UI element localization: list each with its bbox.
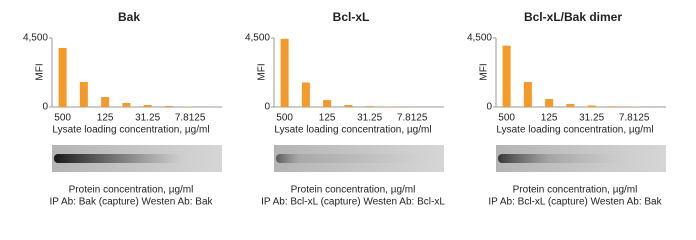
blot-band — [54, 154, 182, 163]
chart-title: Bcl-xL — [333, 10, 370, 24]
x-axis-label: Lysate loading concentration, µg/ml — [496, 125, 653, 136]
blot-band — [498, 154, 626, 163]
bar — [608, 106, 617, 107]
bar — [587, 105, 596, 107]
bar — [79, 82, 88, 107]
x-axis-label: Lysate loading concentration, µg/ml — [274, 125, 431, 136]
y-axis-label: MFI — [257, 63, 268, 80]
x-tick-label: 125 — [97, 113, 114, 124]
y-tick-label: 4,500 — [467, 33, 492, 44]
bar — [301, 82, 310, 107]
bar — [502, 45, 511, 107]
y-tick-label: 4,500 — [245, 33, 270, 44]
bar — [164, 106, 173, 107]
y-axis-label: MFI — [35, 63, 46, 80]
x-axis-label: Lysate loading concentration, µg/ml — [52, 125, 209, 136]
caption: Protein concentration, µg/ml — [69, 185, 194, 196]
bar — [566, 103, 575, 107]
x-tick-label: 7.8125 — [397, 113, 428, 124]
bar — [323, 100, 332, 107]
y-axis-label: MFI — [479, 63, 490, 80]
x-tick-label: 31.25 — [135, 113, 160, 124]
x-tick-label: 125 — [541, 113, 558, 124]
caption: Protein concentration, µg/ml — [291, 185, 416, 196]
bar — [101, 97, 110, 107]
chart-title: Bcl-xL/Bak dimer — [524, 10, 622, 24]
caption: IP Ab: Bcl-xL (capture) Westen Ab: Bcl-x… — [261, 197, 445, 208]
x-tick-label: 500 — [54, 113, 71, 124]
caption: IP Ab: Bcl-xL (capture) Westen Ab: Bak — [488, 197, 662, 208]
chart-title: Bak — [118, 10, 140, 24]
x-tick-label: 500 — [276, 113, 293, 124]
x-tick-label: 31.25 — [357, 113, 382, 124]
bar — [523, 82, 532, 107]
y-tick-label: 0 — [264, 102, 270, 113]
bar — [280, 38, 289, 108]
x-tick-label: 7.8125 — [619, 113, 650, 124]
bar — [365, 106, 374, 107]
y-tick-label: 4,500 — [23, 33, 48, 44]
bar — [545, 99, 554, 107]
x-tick-label: 7.8125 — [175, 113, 206, 124]
bar — [122, 103, 131, 107]
x-tick-label: 31.25 — [579, 113, 604, 124]
y-tick-label: 0 — [42, 102, 48, 113]
x-tick-label: 125 — [319, 113, 336, 124]
caption: Protein concentration, µg/ml — [513, 185, 638, 196]
y-tick-label: 0 — [486, 102, 492, 113]
blot-band — [276, 154, 429, 163]
bar — [143, 105, 152, 107]
bar — [344, 105, 353, 107]
caption: IP Ab: Bak (capture) Westen Ab: Bak — [49, 197, 213, 208]
x-tick-label: 500 — [498, 113, 515, 124]
bar — [58, 47, 67, 107]
